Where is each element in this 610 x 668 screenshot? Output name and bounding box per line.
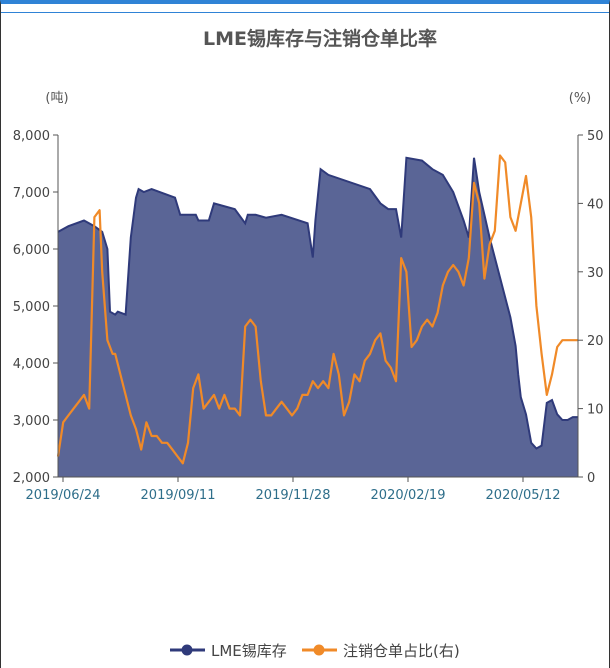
right-tick-label: 30 <box>587 266 604 281</box>
legend-label-ratio: 注销仓单占比(右) <box>343 642 460 660</box>
left-tick-label: 3,000 <box>13 414 50 429</box>
right-tick-label: 0 <box>587 471 595 486</box>
inventory-area-fill <box>58 157 578 478</box>
x-tick-label: 2019/09/11 <box>141 488 216 503</box>
legend-marker-inventory <box>181 644 193 656</box>
ratio-series-line <box>56 154 578 465</box>
left-axis-unit: (吨) <box>45 91 68 106</box>
legend-label-inventory: LME锡库存 <box>211 642 287 660</box>
chart-title: LME锡库存与注销仓单比率 <box>203 27 437 50</box>
left-tick-label: 8,000 <box>13 129 50 144</box>
left-tick-label: 5,000 <box>13 300 50 315</box>
x-tick-label: 2020/05/12 <box>486 488 561 503</box>
left-tick-label: 6,000 <box>13 243 50 258</box>
axes-layer: 8,000 7,000 6,000 5,000 4,000 3,000 2,000 50 40 3… <box>13 129 604 503</box>
ratio-line-layer <box>56 154 578 465</box>
inventory-series-line <box>57 156 578 450</box>
legend-item-inventory: LME锡库存 <box>170 642 287 660</box>
right-axis-unit: (%) <box>569 91 592 106</box>
left-tick-label: 4,000 <box>13 357 50 372</box>
x-tick-label: 2020/02/19 <box>371 488 446 503</box>
right-tick-label: 10 <box>587 403 604 418</box>
right-tick-label: 20 <box>587 334 604 349</box>
top-rule <box>1 12 609 13</box>
left-tick-label: 2,000 <box>13 471 50 486</box>
right-tick-label: 50 <box>587 129 604 144</box>
x-tick-label: 2019/11/28 <box>256 488 331 503</box>
legend-marker-ratio <box>313 644 325 656</box>
right-tick-label: 40 <box>587 197 604 212</box>
legend: LME锡库存 注销仓单占比(右) <box>170 642 460 660</box>
legend-item-ratio: 注销仓单占比(右) <box>302 642 460 660</box>
x-tick-label: 2019/06/24 <box>26 488 101 503</box>
inventory-area-layer <box>57 156 578 478</box>
left-tick-label: 7,000 <box>13 186 50 201</box>
